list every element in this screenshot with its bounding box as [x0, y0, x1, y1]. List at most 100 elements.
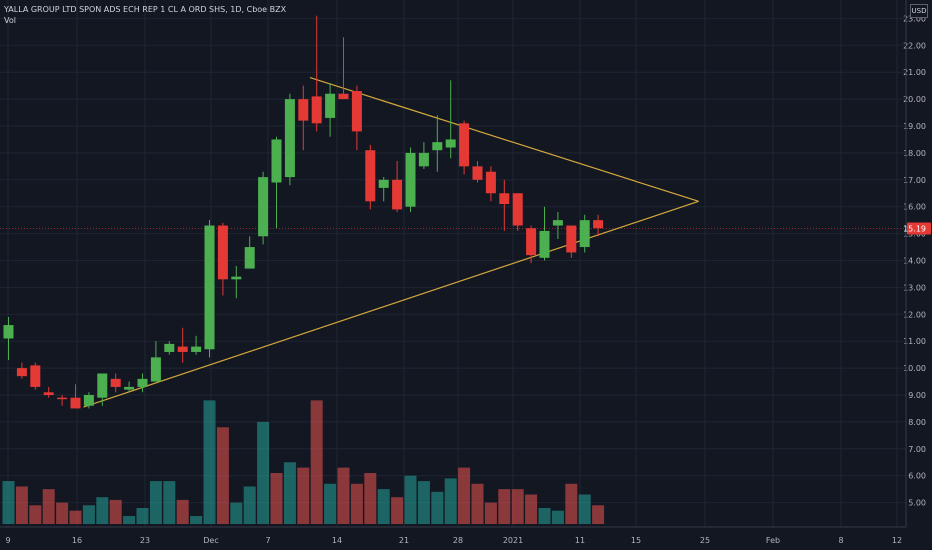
trendline-upper[interactable] — [309, 77, 699, 202]
candle-body[interactable] — [137, 378, 148, 387]
volume-bar[interactable] — [538, 507, 551, 524]
candle-body[interactable] — [445, 139, 456, 148]
volume-bar[interactable] — [82, 505, 95, 524]
candle-body[interactable] — [338, 93, 349, 100]
volume-bar[interactable] — [310, 400, 323, 524]
candle-body[interactable] — [325, 93, 336, 118]
price-tick-label: 11.00 — [903, 337, 926, 346]
volume-bar[interactable] — [417, 481, 430, 524]
volume-bar[interactable] — [458, 467, 471, 524]
time-tick-label: 21 — [399, 536, 409, 545]
candle-body[interactable] — [124, 386, 135, 390]
candle-body[interactable] — [512, 193, 523, 226]
candle-body[interactable] — [378, 179, 389, 188]
volume-bar[interactable] — [377, 489, 390, 524]
volume-bar[interactable] — [364, 473, 377, 524]
volume-bar[interactable] — [324, 483, 337, 524]
volume-bar[interactable] — [42, 489, 55, 524]
volume-bar[interactable] — [230, 502, 243, 524]
volume-bar[interactable] — [431, 491, 444, 524]
candle-body[interactable] — [57, 397, 68, 400]
volume-bar[interactable] — [471, 483, 484, 524]
candle-body[interactable] — [16, 368, 27, 377]
volume-bar[interactable] — [511, 489, 524, 524]
candle-body[interactable] — [392, 179, 403, 210]
candle-body[interactable] — [244, 247, 255, 269]
candle-body[interactable] — [97, 373, 108, 398]
volume-bar[interactable] — [109, 499, 122, 524]
candle-body[interactable] — [418, 152, 429, 167]
candle-body[interactable] — [231, 276, 242, 280]
candle-body[interactable] — [217, 225, 228, 280]
candle-body[interactable] — [593, 220, 604, 229]
volume-bar[interactable] — [592, 505, 605, 524]
volume-bar[interactable] — [15, 486, 28, 524]
candle-body[interactable] — [526, 228, 537, 256]
volume-bar[interactable] — [176, 499, 189, 524]
candle-body[interactable] — [204, 225, 215, 350]
volume-bar[interactable] — [270, 473, 283, 524]
price-tick-label: 16.00 — [903, 203, 926, 212]
candle-body[interactable] — [539, 230, 550, 258]
candle-body[interactable] — [552, 220, 563, 226]
volume-bar[interactable] — [350, 483, 363, 524]
volume-bar[interactable] — [216, 427, 229, 524]
candle-body[interactable] — [566, 225, 577, 253]
volume-bar[interactable] — [283, 462, 296, 524]
volume-bar[interactable] — [243, 486, 256, 524]
candle-body[interactable] — [150, 357, 161, 382]
candle-body[interactable] — [110, 378, 121, 387]
candle-body[interactable] — [365, 150, 376, 202]
volume-bar[interactable] — [257, 421, 270, 524]
volume-bar[interactable] — [297, 467, 310, 524]
volume-bar[interactable] — [190, 516, 203, 524]
candle-body[interactable] — [579, 220, 590, 248]
candle-body[interactable] — [3, 325, 14, 339]
volume-bar[interactable] — [2, 481, 15, 524]
candle-body[interactable] — [164, 343, 175, 352]
volume-bar[interactable] — [136, 507, 149, 524]
volume-bar[interactable] — [337, 467, 350, 524]
volume-bar[interactable] — [123, 516, 136, 524]
candle-body[interactable] — [472, 166, 483, 180]
volume-bar[interactable] — [149, 481, 162, 524]
volume-bar[interactable] — [498, 489, 511, 524]
volume-bar[interactable] — [29, 505, 42, 524]
candle-body[interactable] — [298, 99, 309, 121]
candle-body[interactable] — [70, 397, 81, 409]
volume-bar[interactable] — [56, 502, 69, 524]
candle-body[interactable] — [191, 346, 202, 352]
volume-bar[interactable] — [484, 502, 497, 524]
volume-bar[interactable] — [163, 481, 176, 524]
candle-body[interactable] — [271, 139, 282, 183]
candle-body[interactable] — [405, 152, 416, 207]
candle-body[interactable] — [432, 142, 443, 151]
volume-bar[interactable] — [444, 478, 457, 524]
candle-body[interactable] — [499, 193, 510, 205]
candle-body[interactable] — [311, 96, 322, 124]
candle-body[interactable] — [284, 99, 295, 178]
candle-body[interactable] — [351, 91, 362, 132]
volume-bar[interactable] — [525, 494, 538, 524]
volume-bar[interactable] — [391, 497, 404, 524]
volume-bar[interactable] — [69, 510, 82, 524]
volume-legend: Vol — [4, 16, 16, 25]
volume-bar[interactable] — [96, 497, 109, 524]
currency-badge[interactable]: USD — [910, 4, 928, 18]
candle-body[interactable] — [459, 123, 470, 167]
candle-body[interactable] — [485, 171, 496, 194]
trendline-lower[interactable] — [83, 200, 699, 408]
candle-body[interactable] — [258, 177, 269, 237]
volume-bar[interactable] — [565, 483, 578, 524]
candle-body[interactable] — [43, 392, 54, 395]
candle-body[interactable] — [177, 346, 188, 352]
price-tick-label: 17.00 — [903, 176, 926, 185]
volume-bar[interactable] — [578, 494, 591, 524]
candle-body[interactable] — [30, 365, 41, 387]
volume-bar[interactable] — [203, 400, 216, 524]
volume-bar[interactable] — [551, 510, 564, 524]
candle-body[interactable] — [83, 395, 94, 406]
volume-bar[interactable] — [404, 475, 417, 524]
time-tick-label: 23 — [140, 536, 150, 545]
